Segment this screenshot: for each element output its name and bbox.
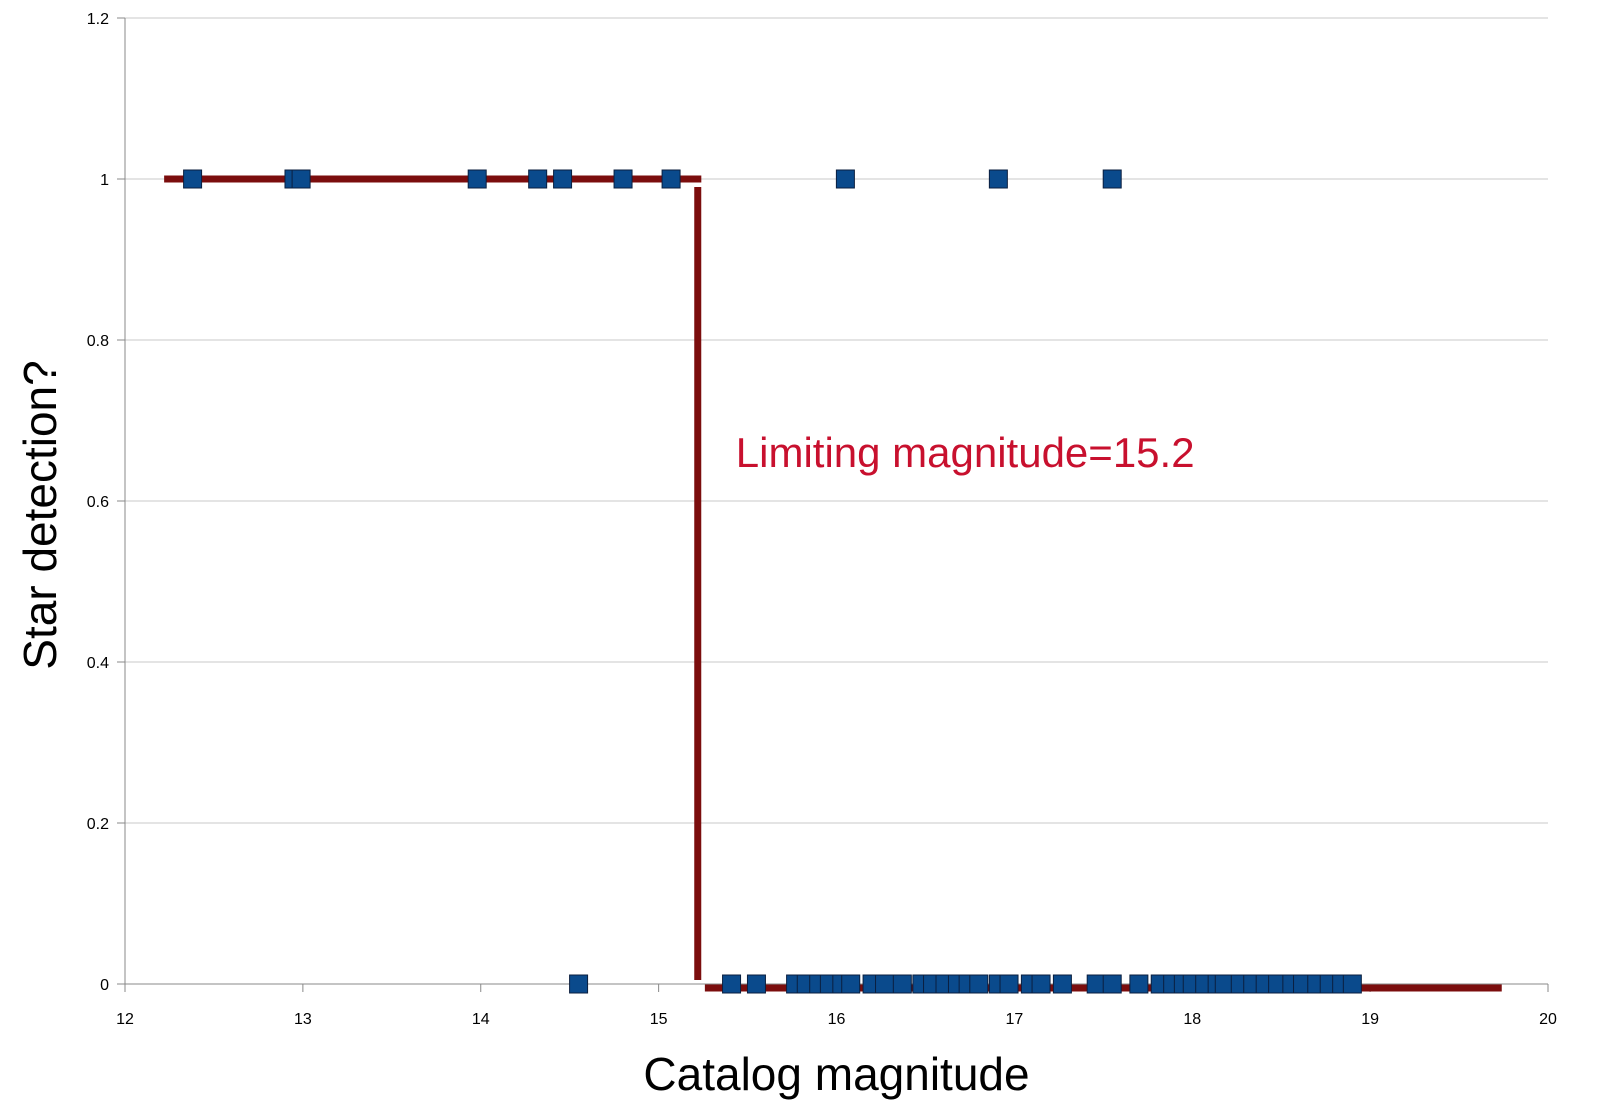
data-point xyxy=(1052,974,1072,994)
data-points xyxy=(183,169,1362,994)
x-tick-label: 15 xyxy=(650,1011,668,1028)
data-point xyxy=(661,169,681,189)
x-tick-label: 12 xyxy=(116,1011,134,1028)
data-point xyxy=(1086,974,1106,994)
data-point xyxy=(969,974,989,994)
x-tick-label: 14 xyxy=(472,1011,490,1028)
y-tick-label: 0.8 xyxy=(87,333,109,350)
axes xyxy=(117,17,1549,992)
x-tick-label: 17 xyxy=(1005,1011,1023,1028)
y-tick-label: 1.2 xyxy=(87,11,109,28)
data-point xyxy=(722,974,742,994)
x-axis-title: Catalog magnitude xyxy=(643,1048,1029,1100)
data-point xyxy=(291,169,311,189)
y-tick-label: 0.2 xyxy=(87,816,109,833)
data-point xyxy=(1129,974,1149,994)
data-point xyxy=(569,974,589,994)
data-point xyxy=(1342,974,1362,994)
data-point xyxy=(467,169,487,189)
data-point xyxy=(183,169,203,189)
y-tick-label: 1 xyxy=(100,172,109,189)
data-point xyxy=(841,974,861,994)
x-tick-label: 16 xyxy=(828,1011,846,1028)
data-point xyxy=(1102,974,1122,994)
data-point xyxy=(613,169,633,189)
y-axis-title: Star detection? xyxy=(14,360,66,669)
x-tick-label: 13 xyxy=(294,1011,312,1028)
x-tick-label: 18 xyxy=(1183,1011,1201,1028)
x-tick-label: 20 xyxy=(1539,1011,1557,1028)
data-point xyxy=(1102,169,1122,189)
grid-lines xyxy=(125,17,1548,824)
data-point xyxy=(1214,974,1234,994)
data-point xyxy=(746,974,766,994)
data-point xyxy=(892,974,912,994)
data-point xyxy=(528,169,548,189)
data-point xyxy=(999,974,1019,994)
y-tick-label: 0.4 xyxy=(87,655,109,672)
fit-line xyxy=(164,175,1502,992)
y-tick-label: 0.6 xyxy=(87,494,109,511)
data-point xyxy=(553,169,573,189)
data-point xyxy=(835,169,855,189)
x-tick-label: 19 xyxy=(1361,1011,1379,1028)
limiting-magnitude-annotation: Limiting magnitude=15.2 xyxy=(736,429,1195,476)
y-tick-label: 0 xyxy=(100,977,109,994)
data-point xyxy=(988,169,1008,189)
data-point xyxy=(1031,974,1051,994)
data-point xyxy=(875,974,895,994)
tick-labels: 0 0.2 0.4 0.6 0.8 1 1.2 12 13 14 15 16 17 18 19 20 xyxy=(87,11,1557,1028)
